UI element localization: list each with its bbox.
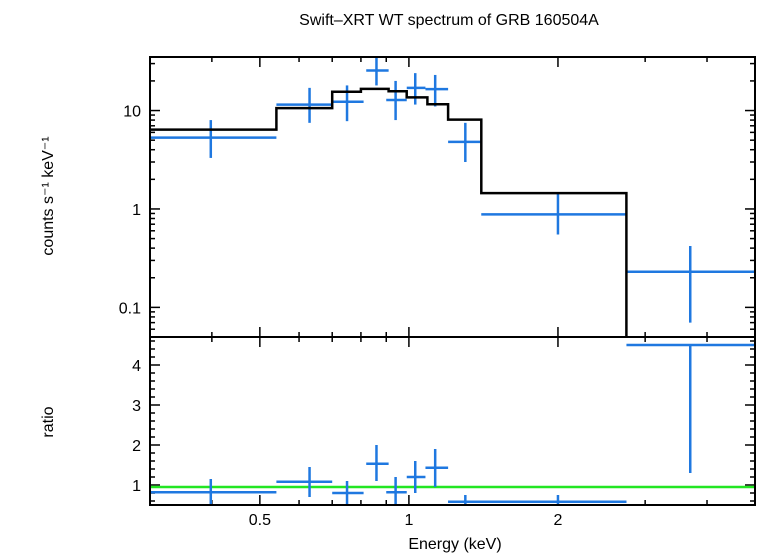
data-point <box>448 122 482 163</box>
data-point <box>366 57 389 86</box>
y-tick-label: 4 <box>132 358 141 375</box>
data-point <box>366 445 389 481</box>
data-point <box>276 467 333 497</box>
data-point <box>386 477 407 505</box>
data-point <box>406 73 426 105</box>
chart-title: Swift–XRT WT spectrum of GRB 160504A <box>299 12 599 29</box>
data-point <box>626 246 755 323</box>
y-tick-label: 0.1 <box>119 300 141 317</box>
spectrum-panel: 0.1 1 10 <box>119 56 756 338</box>
ratio-panel: 1 2 3 4 0.5 1 2 <box>132 336 756 529</box>
data-point <box>448 495 627 505</box>
data-point <box>406 461 426 493</box>
data-point <box>481 193 627 235</box>
data-point <box>425 449 449 487</box>
data-point <box>448 495 627 505</box>
data-point <box>150 120 277 158</box>
plot-area <box>150 57 755 337</box>
data-point <box>626 343 755 473</box>
panel-frame <box>149 336 756 506</box>
y-tick-label: 1 <box>132 202 141 219</box>
y-tick-label: 3 <box>132 398 141 415</box>
x-tick-label: 2 <box>554 512 563 529</box>
data-point <box>386 80 407 121</box>
plot-area <box>150 343 755 505</box>
y-axis-label-ratio: ratio <box>40 406 57 437</box>
panel-frame <box>149 56 756 338</box>
y-axis-label-spectrum: counts s⁻¹ keV⁻¹ <box>40 136 57 255</box>
x-tick-label: 1 <box>404 512 413 529</box>
data-point <box>276 87 333 123</box>
x-axis-label: Energy (keV) <box>408 536 501 553</box>
y-tick-label: 10 <box>123 104 141 121</box>
data-point <box>150 479 277 505</box>
data-point <box>425 74 449 107</box>
model-step-line <box>150 87 628 337</box>
x-tick-label: 0.5 <box>249 512 271 529</box>
y-tick-label: 1 <box>132 478 141 495</box>
y-tick-label: 2 <box>132 438 141 455</box>
data-point <box>332 481 364 505</box>
